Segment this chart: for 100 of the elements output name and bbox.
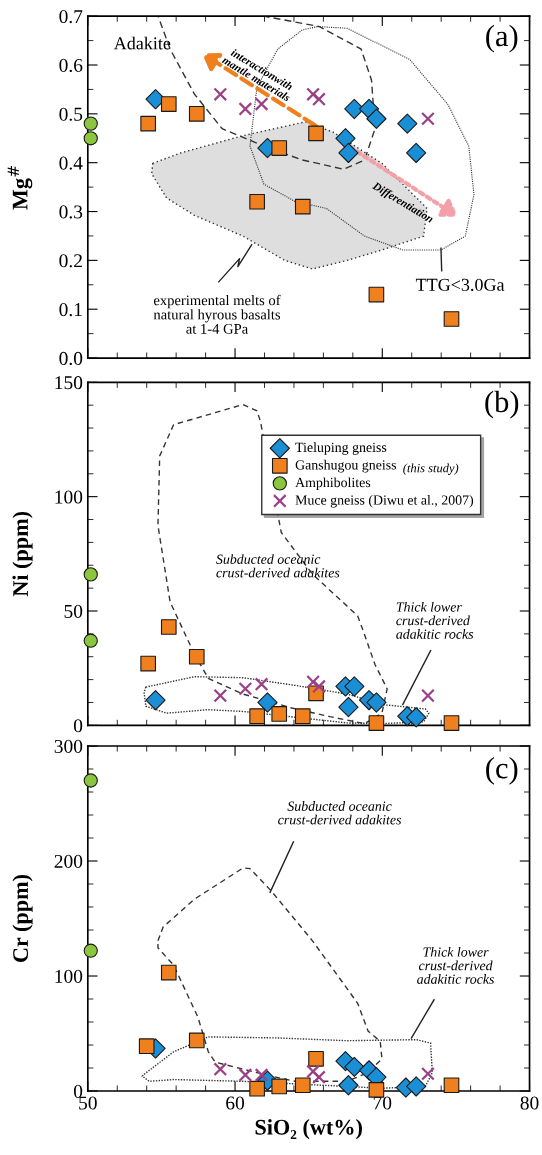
point [238, 681, 253, 696]
point [271, 140, 288, 156]
point [406, 707, 427, 728]
annotation: Adakite [113, 36, 171, 50]
legend-label: Tieluping gneiss [295, 442, 387, 455]
annotation: Subducted oceanic crust-derived adakites [278, 801, 402, 825]
annotation: (b) [485, 390, 519, 419]
annotation: (c) [486, 756, 518, 785]
annotation: Thick lower crust-derived adakitic rocks [396, 601, 474, 639]
point [406, 1076, 427, 1097]
point [271, 1078, 288, 1095]
x-axis-title: SiO₂ (wt%) [255, 1119, 362, 1140]
y-axis-title: Mg$^{#}$ [7, 165, 33, 210]
point [249, 1080, 265, 1097]
point [335, 128, 356, 149]
point [238, 1067, 253, 1082]
annotation: (this study) [403, 463, 459, 475]
y-tick-label: 0.5 [59, 107, 83, 121]
y-tick-label: 50 [64, 604, 83, 618]
point [188, 106, 205, 122]
point [145, 690, 166, 711]
point [213, 688, 228, 703]
point [443, 715, 460, 731]
point [249, 193, 265, 210]
point [254, 677, 269, 692]
y-axis-title: Ni (ppm) [12, 511, 33, 597]
point [83, 567, 98, 582]
point [160, 964, 177, 981]
x-tick-label: 80 [520, 1096, 539, 1110]
point [312, 1070, 326, 1085]
point [140, 655, 157, 672]
y-tick-label: 0.1 [59, 303, 82, 317]
point [312, 679, 326, 694]
y-tick-label: 0.3 [59, 205, 83, 219]
y-tick-label: 0.7 [59, 9, 83, 24]
point [213, 1062, 228, 1077]
point [338, 696, 359, 718]
point [306, 1064, 321, 1079]
point [160, 96, 177, 112]
point [397, 113, 418, 134]
y-tick-label: 100 [55, 969, 83, 983]
legend-label: Amphibolites [295, 477, 371, 490]
annotation: Subducted oceanic crust-derived adakites [216, 554, 340, 578]
point [160, 619, 177, 635]
point [83, 773, 98, 788]
y-tick-label: 0 [73, 719, 83, 733]
point [308, 1050, 324, 1067]
x-tick-label: 70 [373, 1096, 392, 1110]
point [294, 708, 311, 725]
point [443, 1077, 460, 1094]
point [249, 708, 265, 725]
y-axis-title: Cr (ppm) [12, 874, 33, 962]
point [421, 688, 435, 703]
point [368, 1082, 385, 1098]
point [308, 125, 324, 142]
point [368, 286, 385, 303]
point [338, 1075, 359, 1096]
y-tick-label: 0.0 [59, 351, 83, 366]
y-tick-label: 100 [55, 490, 83, 504]
y-tick-label: 0.6 [59, 58, 83, 73]
y-tick-label: 0.2 [59, 254, 82, 268]
point [368, 715, 385, 731]
point [213, 87, 228, 102]
y-tick-label: 200 [54, 854, 83, 868]
point [344, 1056, 365, 1077]
point [83, 116, 98, 131]
x-tick-label: 60 [226, 1096, 245, 1110]
point [366, 692, 387, 713]
point [238, 102, 253, 116]
annotation: TTG<3.0Ga [415, 278, 505, 291]
point [421, 1066, 435, 1081]
point [138, 1038, 155, 1055]
annotation: Thick lower crust-derived adakitic rocks [417, 946, 495, 984]
point [188, 648, 205, 665]
y-tick-label: 0 [73, 1084, 83, 1098]
point [271, 706, 288, 722]
point [140, 115, 157, 132]
annotation: experimental melts of natural hyrous basalts at 1-4 GPa [153, 294, 281, 334]
y-tick-label: 0.4 [59, 156, 83, 170]
point [257, 692, 278, 713]
point [366, 108, 387, 129]
point [406, 142, 427, 164]
point [312, 92, 326, 107]
point [306, 87, 321, 102]
point [421, 111, 435, 126]
point [338, 142, 359, 164]
point [83, 943, 98, 958]
point [443, 311, 460, 327]
point [344, 676, 365, 697]
point [294, 198, 311, 215]
y-tick-label: 300 [54, 739, 83, 753]
point [83, 131, 98, 146]
y-tick-label: 150 [55, 376, 83, 390]
point [294, 1077, 311, 1094]
annotation: (a) [486, 24, 518, 53]
legend-label: Ganshugou gneiss [295, 459, 397, 473]
point [188, 1032, 205, 1049]
point [83, 633, 98, 648]
point [306, 674, 321, 689]
legend-label: Muce gneiss (Diwu et al., 2007) [295, 494, 474, 508]
